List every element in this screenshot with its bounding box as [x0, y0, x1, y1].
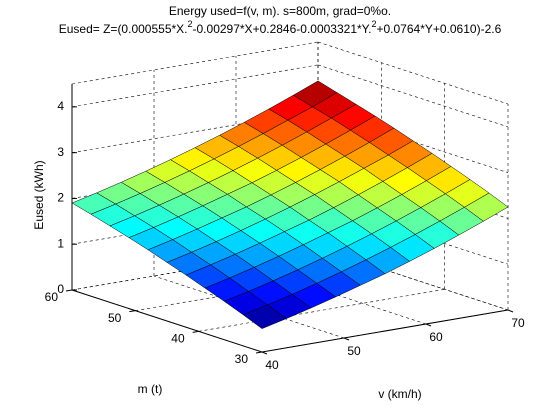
y-axis — [71, 289, 263, 353]
y-tick — [255, 351, 263, 354]
x-axis — [261, 309, 509, 353]
x-tick-label: 40 — [265, 358, 279, 372]
y-tick-label: 60 — [45, 290, 59, 304]
chart-subtitle: Eused= Z=(0.000555*X.2-0.00297*X+0.2846-… — [59, 19, 502, 36]
x-tick-label: 50 — [347, 344, 361, 358]
x-tick — [425, 323, 432, 327]
z-tick-label: 2 — [57, 191, 64, 205]
subtitle-part: +0.0764*Y+0.0610)-2.6 — [376, 22, 501, 36]
y-tick-label: 30 — [235, 352, 249, 366]
x-tick-label: 70 — [511, 316, 525, 330]
x-tick-label: 60 — [429, 330, 443, 344]
superscript: 2 — [371, 19, 376, 29]
y-axis-label: m (t) — [138, 382, 163, 396]
y-tick — [192, 330, 199, 333]
z-tick-label: 0 — [57, 282, 64, 296]
chart-title: Energy used=f(v, m). s=800m, grad=0%o. — [169, 4, 391, 18]
y-tick — [65, 289, 73, 292]
y-tick — [129, 310, 136, 313]
x-tick — [507, 309, 514, 313]
y-tick-label: 40 — [171, 332, 185, 346]
subtitle-part: -0.00297*X+0.2846-0.0003321*Y. — [193, 22, 372, 36]
z-tick-label: 3 — [57, 145, 64, 159]
x-tick — [261, 351, 268, 355]
z-axis-label: Eused (kWh) — [32, 160, 46, 229]
superscript: 2 — [188, 19, 193, 29]
z-tick-label: 4 — [57, 99, 64, 113]
x-axis-label: v (km/h) — [378, 387, 421, 401]
y-tick-label: 50 — [108, 311, 122, 325]
surface-patch — [242, 304, 288, 329]
z-tick-label: 1 — [57, 236, 64, 250]
x-tick — [343, 337, 350, 341]
subtitle-part: Eused= Z=(0.000555*X. — [59, 22, 188, 36]
